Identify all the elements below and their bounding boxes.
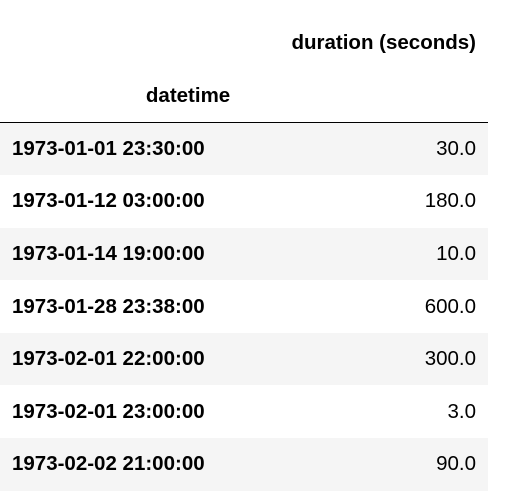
row-value-duration: 600.0 bbox=[424, 294, 476, 318]
row-value-duration: 90.0 bbox=[436, 452, 476, 476]
row-value-duration: 300.0 bbox=[424, 347, 476, 371]
table-row: 1973-02-01 23:00:00 3.0 bbox=[0, 385, 488, 438]
index-name-header: datetime bbox=[0, 69, 243, 123]
corner-blank-cell bbox=[0, 16, 242, 69]
row-index-datetime: 1973-01-28 23:38:00 bbox=[12, 294, 205, 318]
row-value-duration: 30.0 bbox=[436, 137, 476, 161]
index-name-row: datetime bbox=[0, 69, 488, 123]
dataframe-table: duration (seconds) datetime 1973-01-01 2… bbox=[0, 16, 488, 491]
column-header-row: duration (seconds) bbox=[0, 16, 488, 69]
table-header: duration (seconds) datetime bbox=[0, 16, 488, 123]
row-value-duration: 10.0 bbox=[436, 241, 476, 265]
index-name-blank-cell bbox=[242, 69, 488, 123]
row-index-datetime: 1973-02-01 22:00:00 bbox=[12, 347, 205, 371]
table-row: 1973-01-12 03:00:00 180.0 bbox=[0, 175, 488, 228]
row-index-datetime: 1973-01-14 19:00:00 bbox=[12, 241, 205, 265]
row-index-datetime: 1973-02-01 23:00:00 bbox=[12, 399, 205, 423]
table-body: 1973-01-01 23:30:00 30.0 1973-01-12 03:0… bbox=[0, 122, 488, 491]
row-value-duration: 3.0 bbox=[447, 399, 477, 423]
table-row: 1973-01-28 23:38:00 600.0 bbox=[0, 280, 488, 333]
column-header-duration: duration (seconds) bbox=[291, 30, 476, 54]
row-value-duration: 180.0 bbox=[424, 189, 476, 213]
table-row: 1973-02-01 22:00:00 300.0 bbox=[0, 332, 488, 386]
row-index-datetime: 1973-01-12 03:00:00 bbox=[12, 189, 205, 213]
row-index-datetime: 1973-01-01 23:30:00 bbox=[12, 137, 205, 161]
table-row: 1973-02-02 21:00:00 90.0 bbox=[0, 438, 488, 491]
table-row: 1973-01-14 19:00:00 10.0 bbox=[0, 227, 488, 281]
table-row: 1973-01-01 23:30:00 30.0 bbox=[0, 122, 488, 176]
row-index-datetime: 1973-02-02 21:00:00 bbox=[12, 452, 205, 476]
